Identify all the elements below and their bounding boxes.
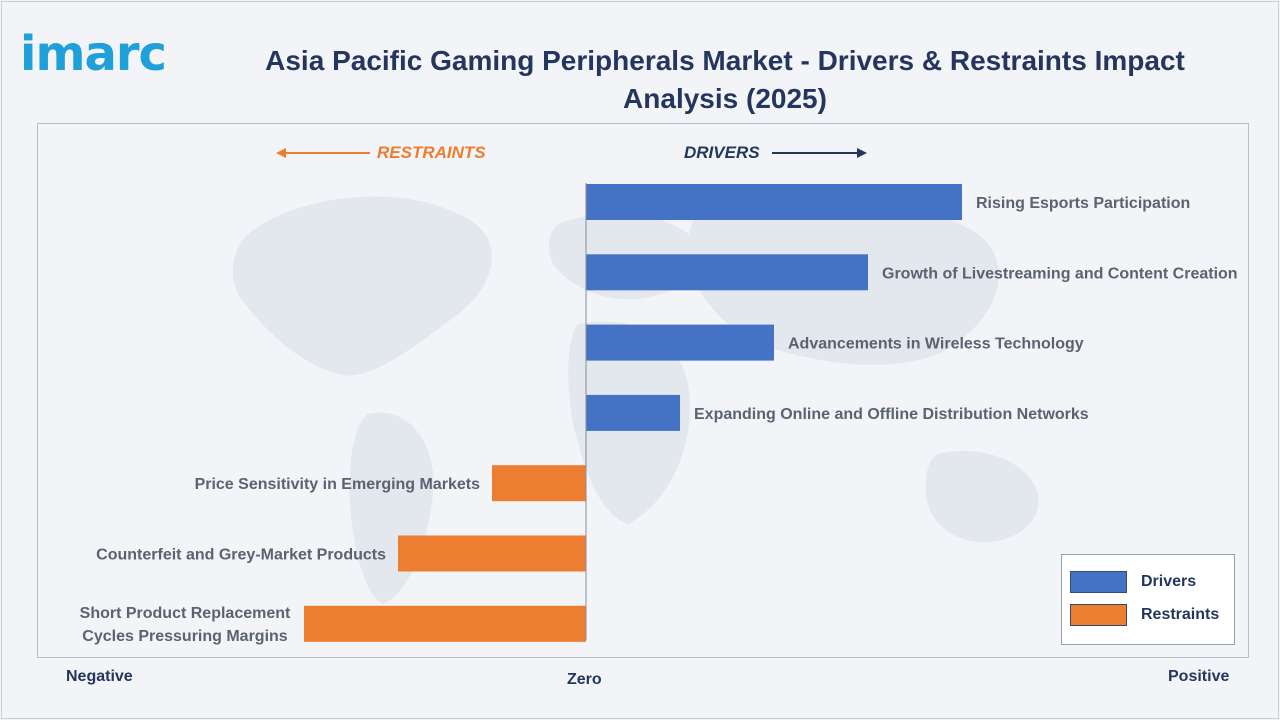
imarc-logo: imarc [20, 26, 167, 82]
legend: Drivers Restraints [1061, 554, 1235, 645]
drivers-bar-label-1: Rising Esports Participation [976, 195, 1190, 212]
negative-axis-label: Negative [66, 668, 133, 685]
drivers-bar-4 [586, 394, 680, 431]
restraints-bar-label-3: Short Product Replacement Cycles Pressuri… [80, 605, 291, 645]
drivers-arrow [772, 148, 867, 158]
drivers-bar-label-3: Advancements in Wireless Technology [788, 336, 1084, 353]
legend-label-drivers: Drivers [1141, 573, 1197, 590]
drivers-direction-label: DRIVERS [684, 143, 760, 162]
restraints-bar-1 [492, 465, 586, 502]
drivers-bar-3 [586, 324, 774, 361]
restraints-direction-label: RESTRAINTS [377, 143, 486, 162]
legend-item-restraints: Restraints [1070, 604, 1219, 626]
positive-axis-label: Positive [1168, 668, 1230, 685]
chart-title: Asia Pacific Gaming Peripherals Market -… [265, 45, 1185, 114]
legend-label-restraints: Restraints [1141, 606, 1220, 623]
restraints-bar-label-2: Counterfeit and Grey-Market Products [96, 547, 386, 564]
legend-swatch-restraints [1070, 604, 1127, 626]
restraints-arrow [276, 148, 370, 158]
restraints-bar-2 [398, 535, 586, 572]
zero-axis-label: Zero [567, 671, 602, 688]
drivers-bar-label-4: Expanding Online and Offline Distributio… [694, 406, 1089, 423]
drivers-bar-label-2: Growth of Livestreaming and Content Crea… [882, 265, 1238, 282]
legend-item-drivers: Drivers [1070, 571, 1196, 593]
drivers-bar-2 [586, 254, 868, 291]
restraints-bar-3 [304, 605, 586, 642]
legend-swatch-drivers [1070, 571, 1127, 593]
drivers-bar-1 [586, 184, 962, 220]
restraints-bar-label-1: Price Sensitivity in Emerging Markets [195, 476, 481, 493]
